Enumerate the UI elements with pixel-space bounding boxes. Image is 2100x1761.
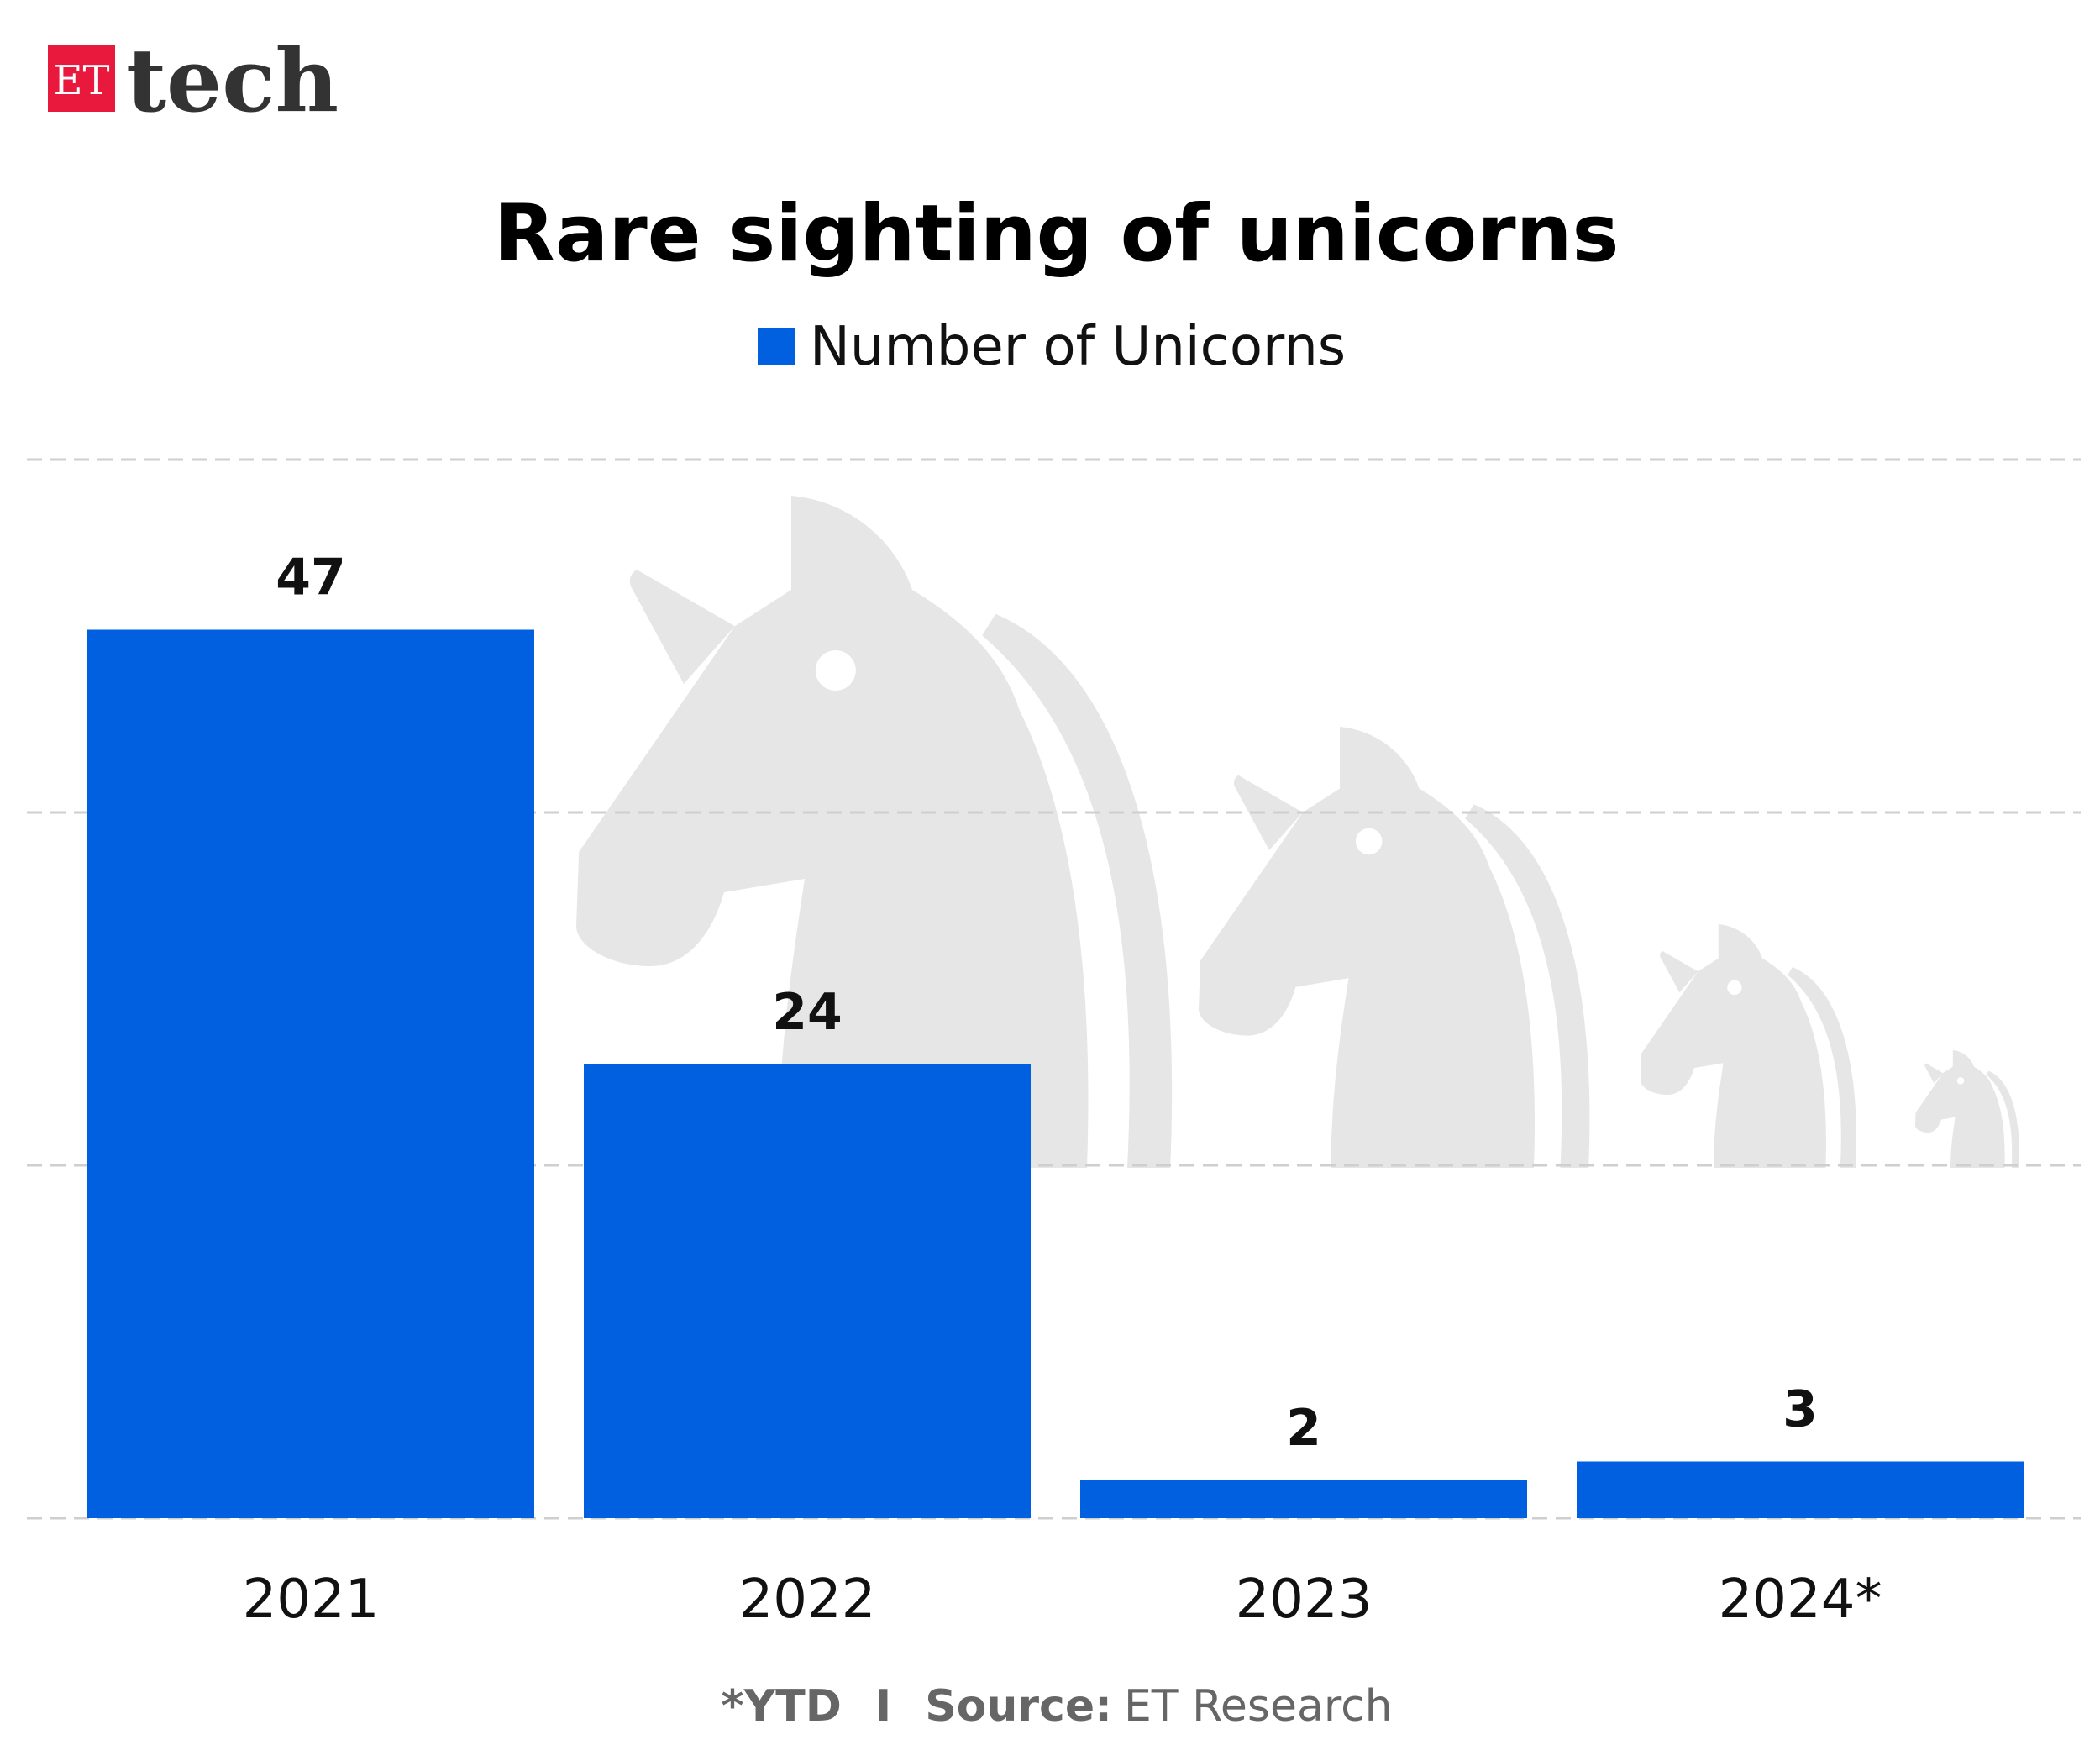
x-tick-label: 2024* — [1719, 1569, 1882, 1631]
chart-title: Rare sighting of unicorns — [495, 188, 1620, 280]
bar-2023 — [1080, 1480, 1527, 1518]
data-label: 47 — [276, 549, 346, 607]
et-tech-logo: ET tech — [48, 29, 339, 132]
legend: Number of Unicorns — [758, 316, 1346, 378]
x-tick-label: 2022 — [739, 1569, 876, 1631]
unicorn-icon — [1199, 727, 1590, 1168]
footer-note: *YTD — [721, 1681, 841, 1732]
x-tick-label: 2023 — [1236, 1569, 1373, 1631]
footer-source-label: Source: — [925, 1681, 1112, 1732]
bars — [87, 629, 2024, 1518]
x-tick-label: 2021 — [243, 1569, 380, 1631]
bar-2021 — [87, 629, 534, 1518]
data-label: 2 — [1286, 1399, 1321, 1458]
unicorn-icon — [1915, 1050, 2020, 1168]
x-axis-labels: 2021 2022 2023 2024* — [243, 1569, 1882, 1631]
footer-separator: I — [875, 1681, 891, 1732]
bar-2022 — [584, 1064, 1031, 1518]
unicorn-icon — [1641, 924, 1857, 1168]
data-labels: 47 24 2 3 — [276, 549, 1818, 1459]
unicorn-icon — [576, 496, 1173, 1168]
logo-text: tech — [126, 29, 339, 132]
legend-swatch — [758, 328, 795, 365]
footer-source: ET Research — [1124, 1681, 1393, 1732]
data-label: 3 — [1782, 1380, 1818, 1439]
logo-badge-text: ET — [53, 57, 109, 104]
footer: *YTD I Source: ET Research — [721, 1681, 1392, 1732]
bar-2024 — [1577, 1461, 2024, 1518]
data-label: 24 — [772, 983, 843, 1042]
logo-badge — [48, 45, 115, 112]
legend-label: Number of Unicorns — [810, 316, 1346, 378]
unicorn-silhouettes — [576, 496, 2020, 1168]
